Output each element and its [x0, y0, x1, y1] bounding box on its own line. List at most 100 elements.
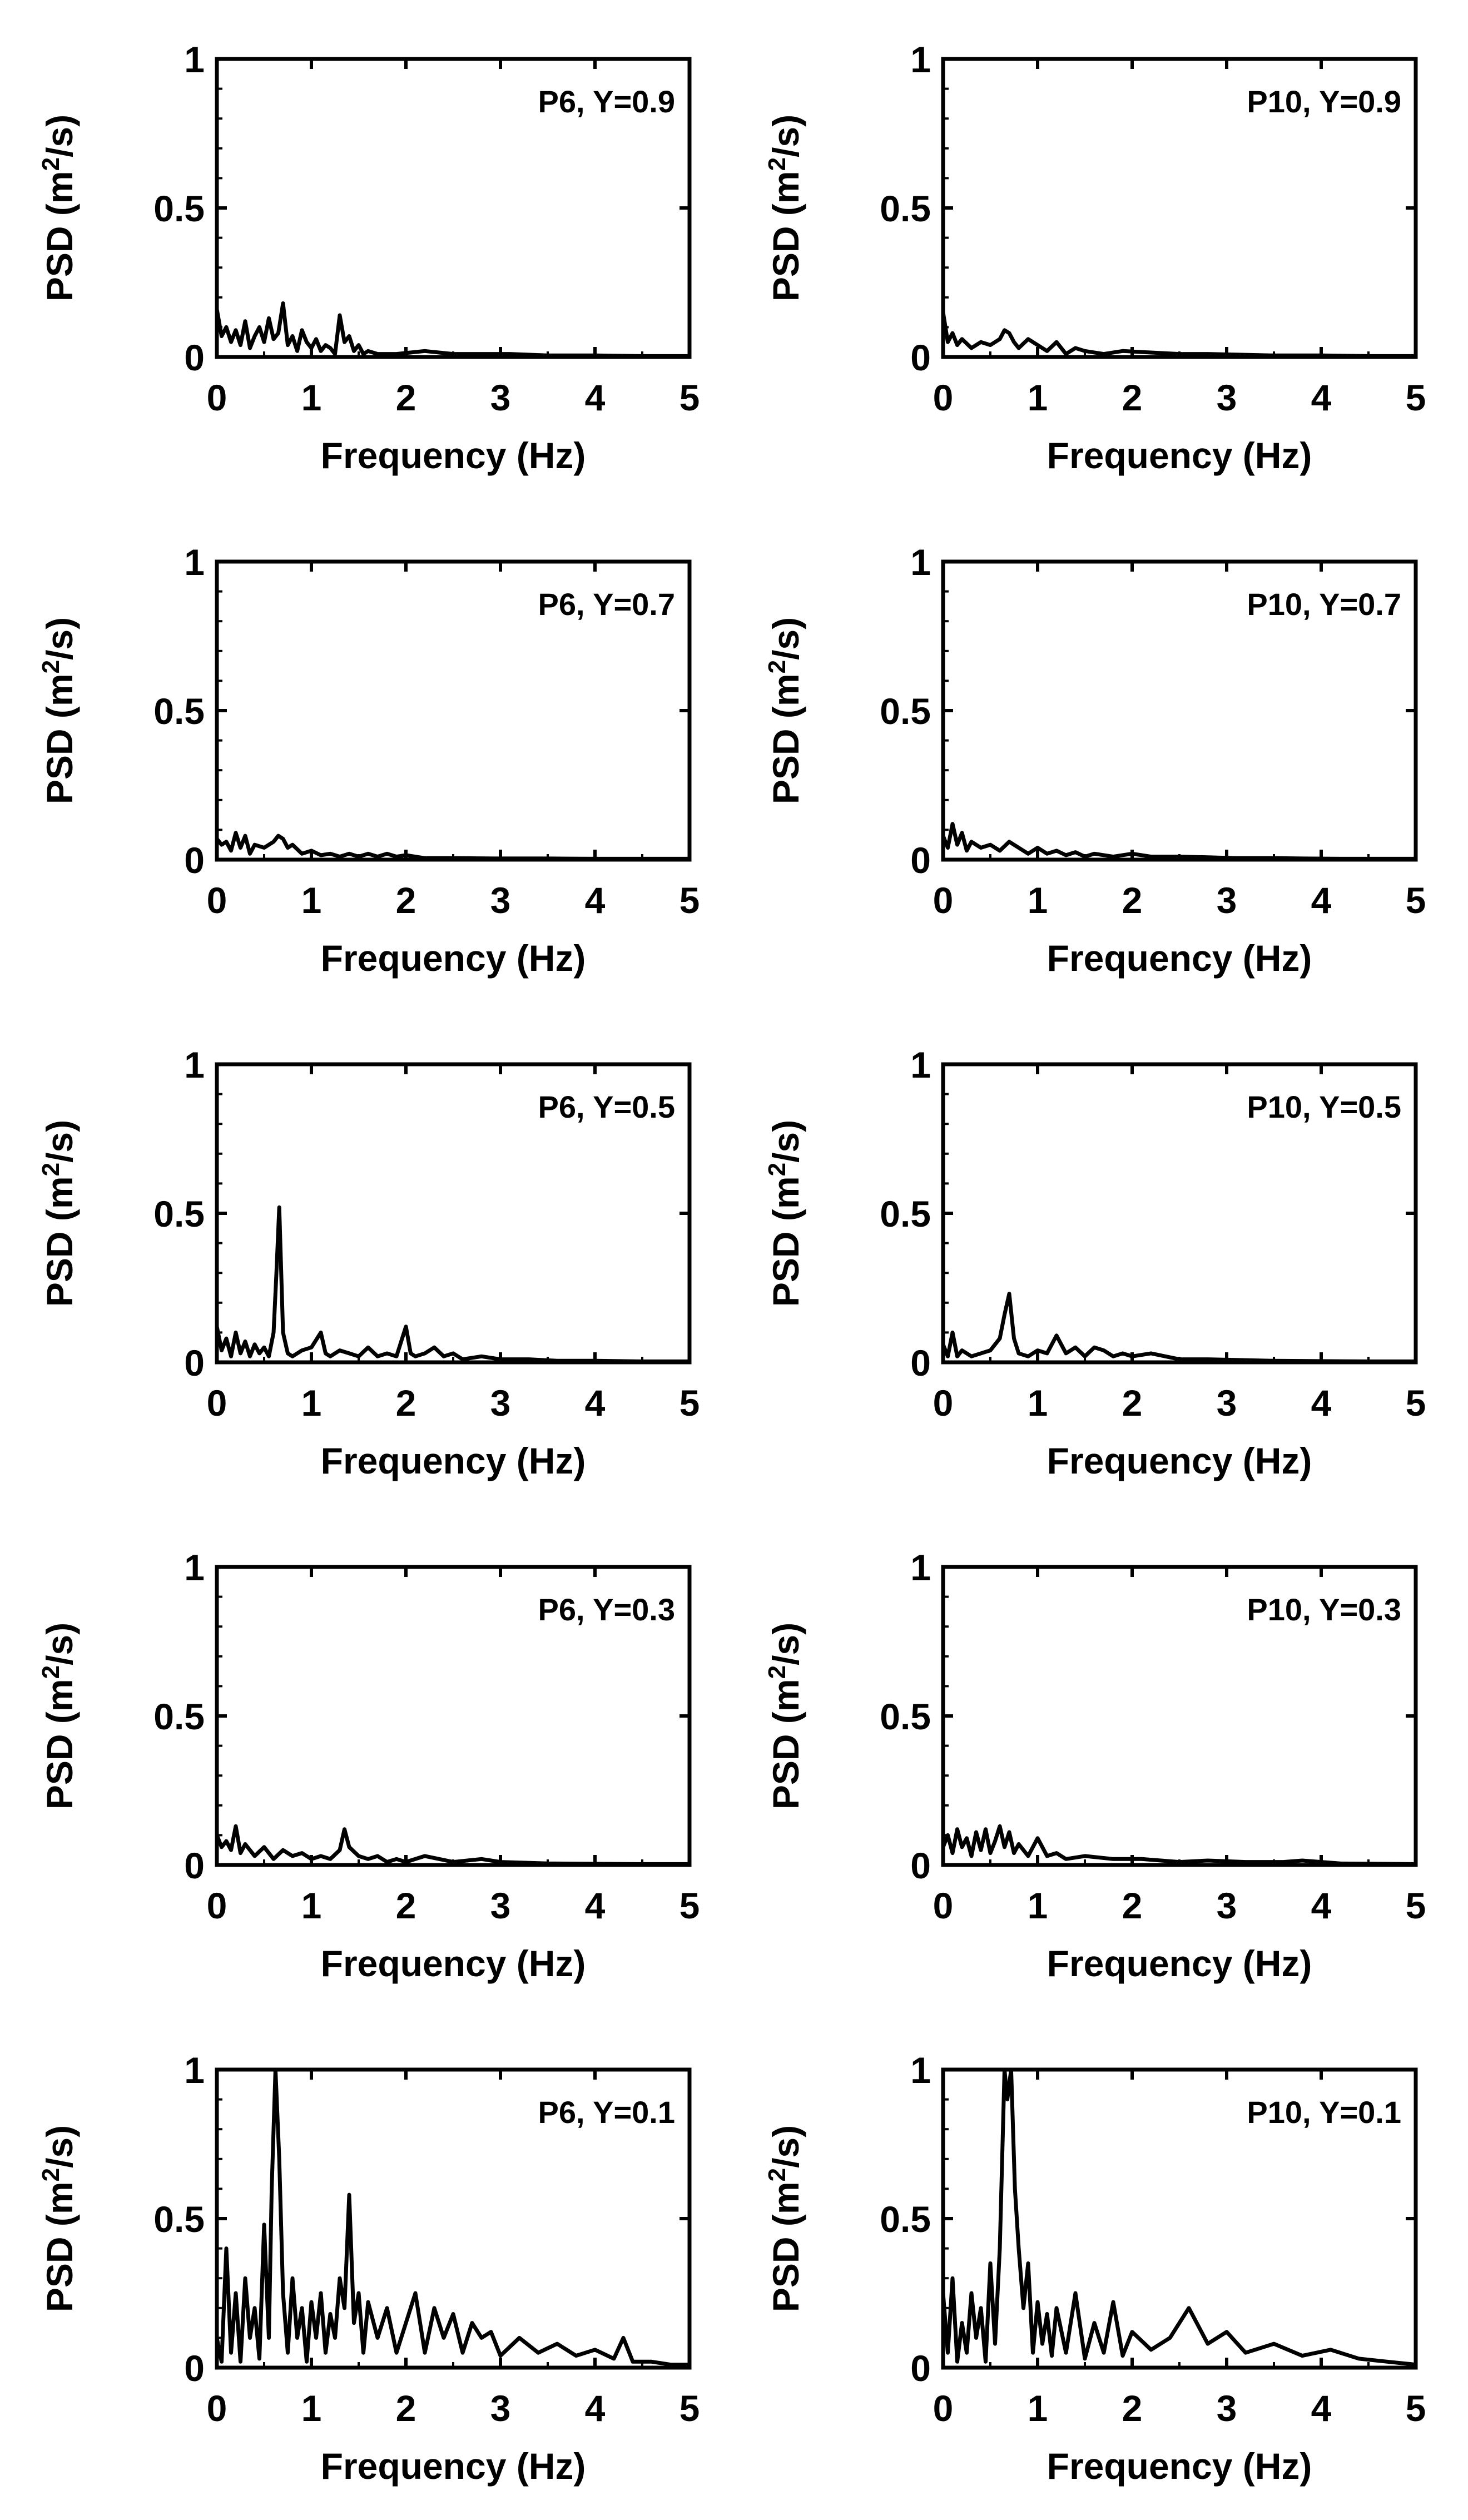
y-axis-title-units: /s) — [765, 115, 806, 157]
y-axis-title-superscript: 2 — [763, 1665, 791, 1679]
y-axis-title-superscript: 2 — [37, 660, 65, 673]
y-tick-label: 0 — [184, 840, 205, 881]
y-axis-title-units: /s) — [765, 1623, 806, 1665]
chart-panel-p6_y09: 0 1 2 3 4 5 0 0.5 1 P6, Y=0.9 Frequency (Hz) PSD (m… — [37, 39, 700, 476]
panel-label: P10, Y=0.9 — [1247, 84, 1401, 119]
x-tick-label: 0 — [207, 1382, 227, 1423]
y-axis-title: PSD (m2/s) — [763, 1120, 806, 1307]
x-tick-label: 5 — [680, 2388, 700, 2429]
y-tick-label: 0 — [184, 337, 205, 378]
y-tick-label: 0 — [184, 2348, 205, 2389]
y-tick-label: 1 — [910, 1547, 931, 1588]
y-tick-label: 0 — [910, 2348, 931, 2389]
y-axis-title-superscript: 2 — [763, 660, 791, 673]
x-tick-label: 1 — [301, 880, 322, 921]
y-axis-title-units: /s) — [39, 1120, 80, 1163]
panel-label: P10, Y=0.1 — [1247, 2095, 1401, 2130]
x-axis-title: Frequency (Hz) — [321, 937, 586, 979]
panel-label: P10, Y=0.7 — [1247, 587, 1401, 622]
y-axis-title-units: /s) — [765, 617, 806, 660]
x-tick-label: 1 — [1028, 2388, 1048, 2429]
x-tick-label: 5 — [680, 1885, 700, 1926]
x-tick-label: 0 — [933, 2388, 954, 2429]
psd-series-line — [217, 1205, 690, 1362]
y-axis-title-main: PSD (m — [39, 171, 80, 301]
psd-series-line — [943, 2070, 1416, 2367]
x-axis-title: Frequency (Hz) — [321, 1943, 586, 1984]
x-tick-label: 4 — [1311, 2388, 1332, 2429]
panel-label: P10, Y=0.3 — [1247, 1592, 1401, 1627]
y-tick-label: 0.5 — [153, 691, 205, 732]
y-tick-label: 0.5 — [153, 1696, 205, 1737]
y-tick-label: 1 — [910, 1044, 931, 1085]
y-axis-title-superscript: 2 — [37, 1665, 65, 1679]
psd-series-line — [943, 1292, 1416, 1362]
x-tick-label: 3 — [490, 2388, 511, 2429]
x-tick-label: 3 — [1217, 377, 1237, 418]
y-axis-title: PSD (m2/s) — [763, 1623, 806, 1809]
y-axis-title: PSD (m2/s) — [37, 1623, 80, 1809]
y-axis-title-superscript: 2 — [37, 157, 65, 171]
y-axis-title-units: /s) — [39, 2125, 80, 2168]
chart-panel-p6_y07: 0 1 2 3 4 5 0 0.5 1 P6, Y=0.7 Frequency (Hz) PSD (m… — [37, 542, 700, 979]
y-tick-label: 0 — [910, 840, 931, 881]
x-tick-label: 5 — [1406, 1382, 1426, 1423]
y-tick-label: 0 — [184, 1845, 205, 1886]
y-tick-label: 0.5 — [880, 1193, 931, 1234]
panel-label: P6, Y=0.9 — [538, 84, 675, 119]
x-tick-label: 4 — [585, 880, 606, 921]
panel-label: P6, Y=0.1 — [538, 2095, 675, 2130]
x-axis-title: Frequency (Hz) — [1047, 2445, 1312, 2487]
x-axis-title: Frequency (Hz) — [321, 435, 586, 476]
y-axis-title-main: PSD (m — [39, 2181, 80, 2312]
psd-series-line — [217, 2070, 690, 2367]
y-tick-label: 1 — [184, 1547, 205, 1588]
chart-panel-p6_y03: 0 1 2 3 4 5 0 0.5 1 P6, Y=0.3 Frequency (Hz) PSD (m… — [37, 1547, 700, 1984]
y-axis-title: PSD (m2/s) — [37, 115, 80, 301]
y-axis-title-units: /s) — [39, 617, 80, 660]
x-tick-label: 0 — [207, 2388, 227, 2429]
x-tick-label: 5 — [680, 377, 700, 418]
y-tick-label: 0.5 — [880, 188, 931, 229]
panel-label: P6, Y=0.5 — [538, 1089, 675, 1124]
x-tick-label: 1 — [301, 377, 322, 418]
panel-label: P6, Y=0.3 — [538, 1592, 675, 1627]
y-tick-label: 0.5 — [153, 188, 205, 229]
x-axis-title: Frequency (Hz) — [1047, 937, 1312, 979]
chart-panel-p10_y03: 0 1 2 3 4 5 0 0.5 1 P10, Y=0.3 Frequency (Hz) PSD (… — [763, 1547, 1426, 1984]
x-axis-title: Frequency (Hz) — [321, 1440, 586, 1481]
x-tick-label: 2 — [396, 1382, 416, 1423]
x-tick-label: 0 — [933, 880, 954, 921]
y-axis-title-main: PSD (m — [765, 2181, 806, 2312]
y-axis-title-main: PSD (m — [765, 1679, 806, 1809]
x-tick-label: 4 — [1311, 377, 1332, 418]
x-axis-title: Frequency (Hz) — [1047, 435, 1312, 476]
y-axis-title-superscript: 2 — [763, 1163, 791, 1176]
y-axis-title-units: /s) — [765, 1120, 806, 1163]
y-axis-title-units: /s) — [39, 115, 80, 157]
x-tick-label: 2 — [1122, 880, 1143, 921]
y-axis-title-units: /s) — [765, 2125, 806, 2168]
y-axis-title: PSD (m2/s) — [763, 617, 806, 804]
y-axis-title: PSD (m2/s) — [763, 2125, 806, 2312]
psd-series-line — [943, 822, 1416, 860]
x-tick-label: 1 — [301, 1382, 322, 1423]
x-tick-label: 1 — [1028, 1885, 1048, 1926]
psd-series-line — [943, 1824, 1416, 1865]
y-tick-label: 1 — [910, 39, 931, 80]
y-tick-label: 1 — [184, 1044, 205, 1085]
y-axis-title-superscript: 2 — [37, 2168, 65, 2181]
y-axis-title-superscript: 2 — [763, 2168, 791, 2181]
x-tick-label: 2 — [396, 2388, 416, 2429]
x-tick-label: 5 — [1406, 1885, 1426, 1926]
y-axis-title-main: PSD (m — [39, 673, 80, 804]
x-tick-label: 4 — [1311, 880, 1332, 921]
chart-panel-p6_y01: 0 1 2 3 4 5 0 0.5 1 P6, Y=0.1 Frequency (Hz) PSD (m… — [37, 2050, 700, 2487]
y-axis-title-main: PSD (m — [39, 1176, 80, 1307]
x-tick-label: 1 — [301, 1885, 322, 1926]
x-tick-label: 1 — [301, 2388, 322, 2429]
y-tick-label: 1 — [910, 542, 931, 583]
x-tick-label: 4 — [585, 1382, 606, 1423]
x-tick-label: 4 — [1311, 1382, 1332, 1423]
